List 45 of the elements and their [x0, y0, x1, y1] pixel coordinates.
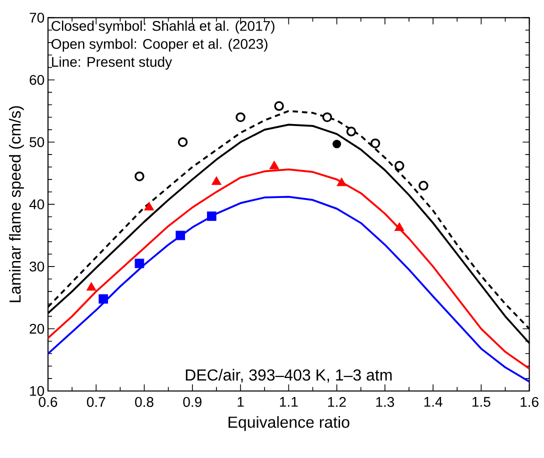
x-tick-label: 1.3: [376, 397, 394, 407]
point: [176, 230, 186, 240]
point: [236, 112, 246, 122]
point: [98, 294, 108, 304]
annotation: Closed symbol: Shahla et al. (2017): [52, 20, 274, 34]
annotation: DEC/air, 393–403 K, 1–3 atm: [186, 368, 392, 383]
point: [370, 138, 380, 148]
x-tick-label: 1.1: [280, 397, 298, 407]
x-tick-label: 1.2: [328, 397, 346, 407]
point: [134, 171, 144, 182]
point: [336, 178, 346, 186]
x-tick-label: 1: [238, 397, 244, 407]
y-tick-label: 10: [30, 386, 44, 396]
y-axis-title: Laminar flame speed (cm/s): [9, 106, 24, 302]
point: [418, 180, 428, 191]
point: [274, 101, 284, 111]
point: [206, 211, 216, 221]
x-tick-label: 1.5: [472, 397, 490, 407]
line-series: [47, 196, 530, 383]
y-tick-label: 20: [30, 324, 44, 334]
y-tick-label: 40: [29, 199, 44, 210]
x-tick-label: 0.6: [38, 397, 58, 407]
point: [134, 258, 144, 268]
x-tick-label: 0.8: [135, 397, 154, 407]
annotation: Open symbol: Cooper et al. (2023): [52, 38, 268, 52]
x-tick-label: 0.7: [86, 397, 106, 407]
annotation: Line: Present study: [52, 56, 172, 70]
x-tick-label: 0.9: [183, 397, 202, 407]
y-tick-label: 30: [30, 262, 44, 272]
y-tick-label: 50: [30, 137, 44, 148]
point: [346, 126, 356, 136]
point: [394, 222, 404, 231]
x-tick-label: 1.6: [520, 397, 538, 407]
point: [144, 202, 154, 210]
point: [178, 137, 188, 147]
x-tick-label: 1.4: [424, 397, 442, 407]
point: [269, 160, 280, 170]
point: [322, 112, 332, 122]
y-tick-label: 60: [30, 74, 44, 85]
x-axis-title: Equivalence ratio: [228, 416, 350, 432]
point: [86, 282, 96, 291]
point: [394, 160, 404, 171]
y-tick-label: 70: [30, 12, 44, 23]
point: [332, 140, 342, 148]
point: [212, 176, 222, 185]
